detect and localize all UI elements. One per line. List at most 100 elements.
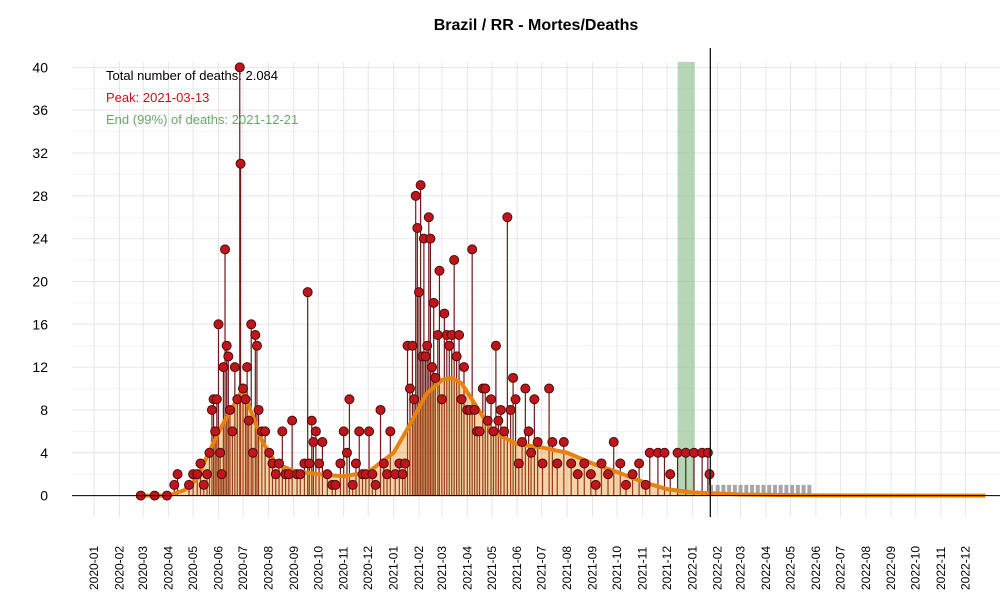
daily-point: [238, 383, 249, 394]
x-tick-label: 2021-02: [412, 546, 426, 590]
x-tick-label: 2020-12: [361, 546, 375, 590]
daily-point: [454, 330, 465, 340]
daily-point: [287, 415, 298, 426]
daily-point: [277, 426, 288, 437]
daily-point: [375, 404, 386, 415]
x-tick-label: 2020-10: [311, 546, 325, 590]
x-tick-label: 2020-11: [337, 547, 351, 590]
daily-point: [493, 415, 504, 426]
daily-point: [192, 469, 203, 480]
daily-point: [436, 394, 447, 405]
daily-point: [240, 394, 251, 405]
daily-point: [422, 340, 433, 351]
forecast-bar: [715, 484, 720, 496]
daily-point: [467, 244, 478, 255]
daily-point: [206, 404, 217, 415]
x-tick-label: 2022-10: [909, 546, 923, 590]
forecast-bar: [727, 484, 732, 496]
daily-point: [229, 362, 240, 373]
daily-point: [640, 479, 651, 490]
daily-point: [215, 447, 226, 458]
x-tick-label: 2021-04: [460, 546, 474, 590]
daily-point: [427, 362, 438, 373]
smoothed-area: [140, 377, 986, 496]
daily-point: [412, 222, 423, 233]
daily-point: [304, 458, 315, 469]
daily-point: [680, 447, 691, 458]
daily-point: [439, 308, 450, 319]
daily-points: [135, 62, 715, 501]
daily-point: [413, 287, 424, 298]
y-tick-label: 8: [40, 402, 48, 418]
daily-point: [644, 447, 655, 458]
daily-point: [505, 404, 516, 415]
x-tick-label: 2021-05: [485, 546, 499, 590]
daily-point: [202, 469, 213, 480]
x-tick-label: 2022-07: [833, 546, 847, 590]
daily-point: [532, 437, 543, 448]
x-tick-label: 2022-03: [734, 546, 748, 590]
daily-point: [451, 351, 462, 362]
daily-point: [456, 394, 467, 405]
daily-point: [603, 469, 614, 480]
daily-point: [306, 415, 317, 426]
daily-point: [415, 180, 426, 191]
daily-point: [495, 404, 506, 415]
y-tick-label: 40: [32, 59, 48, 75]
daily-point: [354, 426, 365, 437]
x-tick-label: 2020-02: [112, 546, 126, 590]
x-tick-label: 2021-11: [635, 547, 649, 590]
forecast-bar: [772, 484, 777, 496]
daily-point: [210, 426, 221, 437]
annotation-end: End (99%) of deaths: 2021-12-21: [106, 112, 298, 127]
daily-point: [364, 426, 375, 437]
x-tick-label: 2022-04: [759, 546, 773, 590]
daily-point: [224, 404, 235, 415]
x-tick-label: 2021-08: [560, 546, 574, 590]
x-tick-label: 2021-03: [435, 546, 449, 590]
daily-point: [508, 372, 519, 383]
daily-point: [270, 469, 281, 480]
x-tick-label: 2022-02: [711, 546, 725, 590]
daily-point: [274, 458, 285, 469]
daily-point: [615, 458, 626, 469]
daily-point: [247, 447, 258, 458]
daily-point: [425, 233, 436, 244]
x-tick-label: 2021-09: [585, 546, 599, 590]
y-tick-label: 16: [32, 316, 48, 332]
x-tick-label: 2022-11: [934, 547, 948, 590]
daily-point: [423, 212, 434, 223]
daily-point: [169, 479, 180, 490]
daily-point: [428, 297, 439, 308]
daily-point: [385, 426, 396, 437]
daily-point: [400, 458, 411, 469]
forecast-bar: [738, 484, 743, 496]
daily-point: [547, 437, 558, 448]
daily-point: [596, 458, 607, 469]
daily-point: [672, 447, 683, 458]
x-tick-label: 2020-06: [211, 546, 225, 590]
forecast-bar: [744, 484, 749, 496]
daily-point: [195, 458, 206, 469]
daily-point: [634, 458, 645, 469]
daily-point: [704, 469, 715, 480]
daily-point: [449, 255, 460, 266]
daily-point: [235, 158, 246, 169]
daily-point: [517, 437, 528, 448]
daily-point: [590, 479, 601, 490]
daily-point: [347, 479, 358, 490]
daily-point: [198, 479, 209, 490]
daily-point: [526, 447, 537, 458]
daily-point: [513, 458, 524, 469]
daily-point: [430, 372, 441, 383]
daily-point: [579, 458, 590, 469]
daily-point: [482, 415, 493, 426]
daily-point: [458, 362, 469, 373]
daily-point: [420, 351, 431, 362]
y-tick-label: 20: [32, 273, 48, 289]
annotation-total: Total number of deaths: 2.084: [106, 68, 278, 83]
x-tick-label: 2022-09: [884, 546, 898, 590]
y-tick-label: 36: [32, 102, 48, 118]
daily-point: [659, 447, 670, 458]
x-tick-label: 2021-06: [510, 546, 524, 590]
